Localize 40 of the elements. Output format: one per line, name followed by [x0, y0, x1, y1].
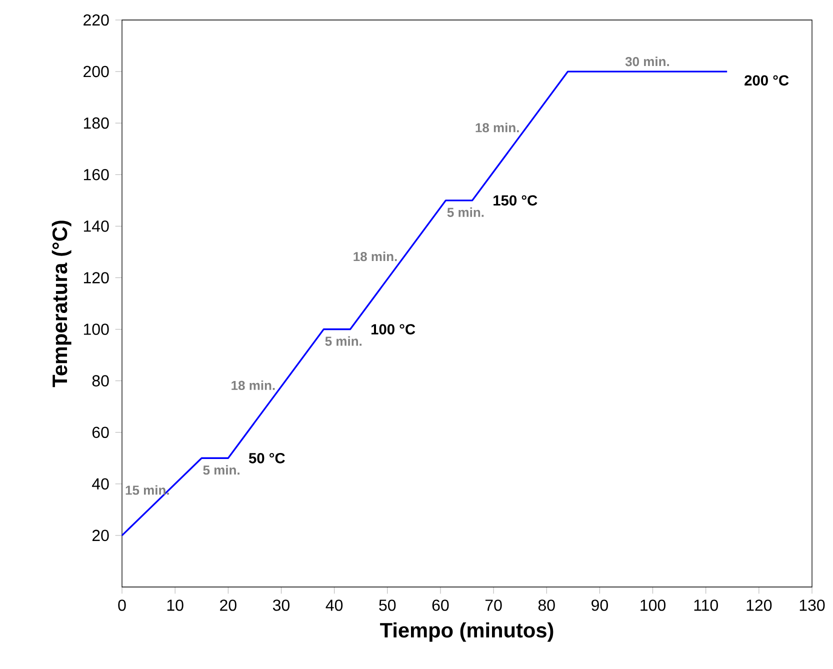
x-tick-label: 130 [800, 600, 825, 611]
y-tick-label: 80 [92, 375, 109, 386]
y-axis-title: Temperatura (°C) [52, 220, 72, 388]
x-tick-label: 100 [640, 600, 666, 611]
x-tick-label: 110 [694, 600, 718, 611]
y-tick-label: 160 [84, 168, 109, 180]
annotation: 5 min. [325, 336, 362, 346]
annotation: 50 °C [248, 452, 285, 464]
y-tick-label: 200 [84, 66, 109, 78]
y-tick-label: 20 [92, 530, 109, 542]
x-tick-label: 60 [432, 600, 449, 611]
annotation: 5 min. [203, 465, 240, 475]
y-tick-label: 180 [84, 117, 109, 129]
x-tick-label: 30 [272, 600, 290, 611]
annotation: 5 min. [447, 207, 484, 217]
annotation: 100 °C [371, 324, 416, 334]
x-tick-label: 40 [326, 600, 343, 611]
annotation: 18 min. [354, 252, 397, 262]
annotation: 150 °C [494, 195, 538, 206]
x-tick-label: 20 [220, 600, 236, 611]
y-tick-label: 100 [84, 324, 109, 335]
x-tick-label: 80 [538, 600, 555, 611]
y-tick-label: 40 [92, 478, 109, 490]
x-tick-label: 50 [379, 600, 396, 611]
x-tick-label: 120 [746, 600, 772, 611]
annotation: 18 min. [476, 122, 519, 132]
y-tick-label: 220 [84, 14, 109, 26]
x-axis-title: Tiempo (minutos) [380, 622, 554, 642]
y-tick-label: 60 [92, 426, 109, 438]
annotation: 30 min. [625, 56, 669, 66]
annotation: 18 min. [232, 380, 275, 390]
line-series [121, 70, 728, 536]
x-tick-label: 0 [118, 600, 126, 611]
annotation: 200 °C [744, 75, 789, 86]
x-tick-label: 10 [167, 600, 184, 611]
annotation: 15 min. [126, 485, 169, 495]
x-tick-label: 70 [485, 600, 502, 611]
y-tick-label: 120 [84, 272, 109, 284]
y-tick-label: 140 [84, 220, 109, 232]
x-tick-label: 90 [592, 600, 608, 611]
